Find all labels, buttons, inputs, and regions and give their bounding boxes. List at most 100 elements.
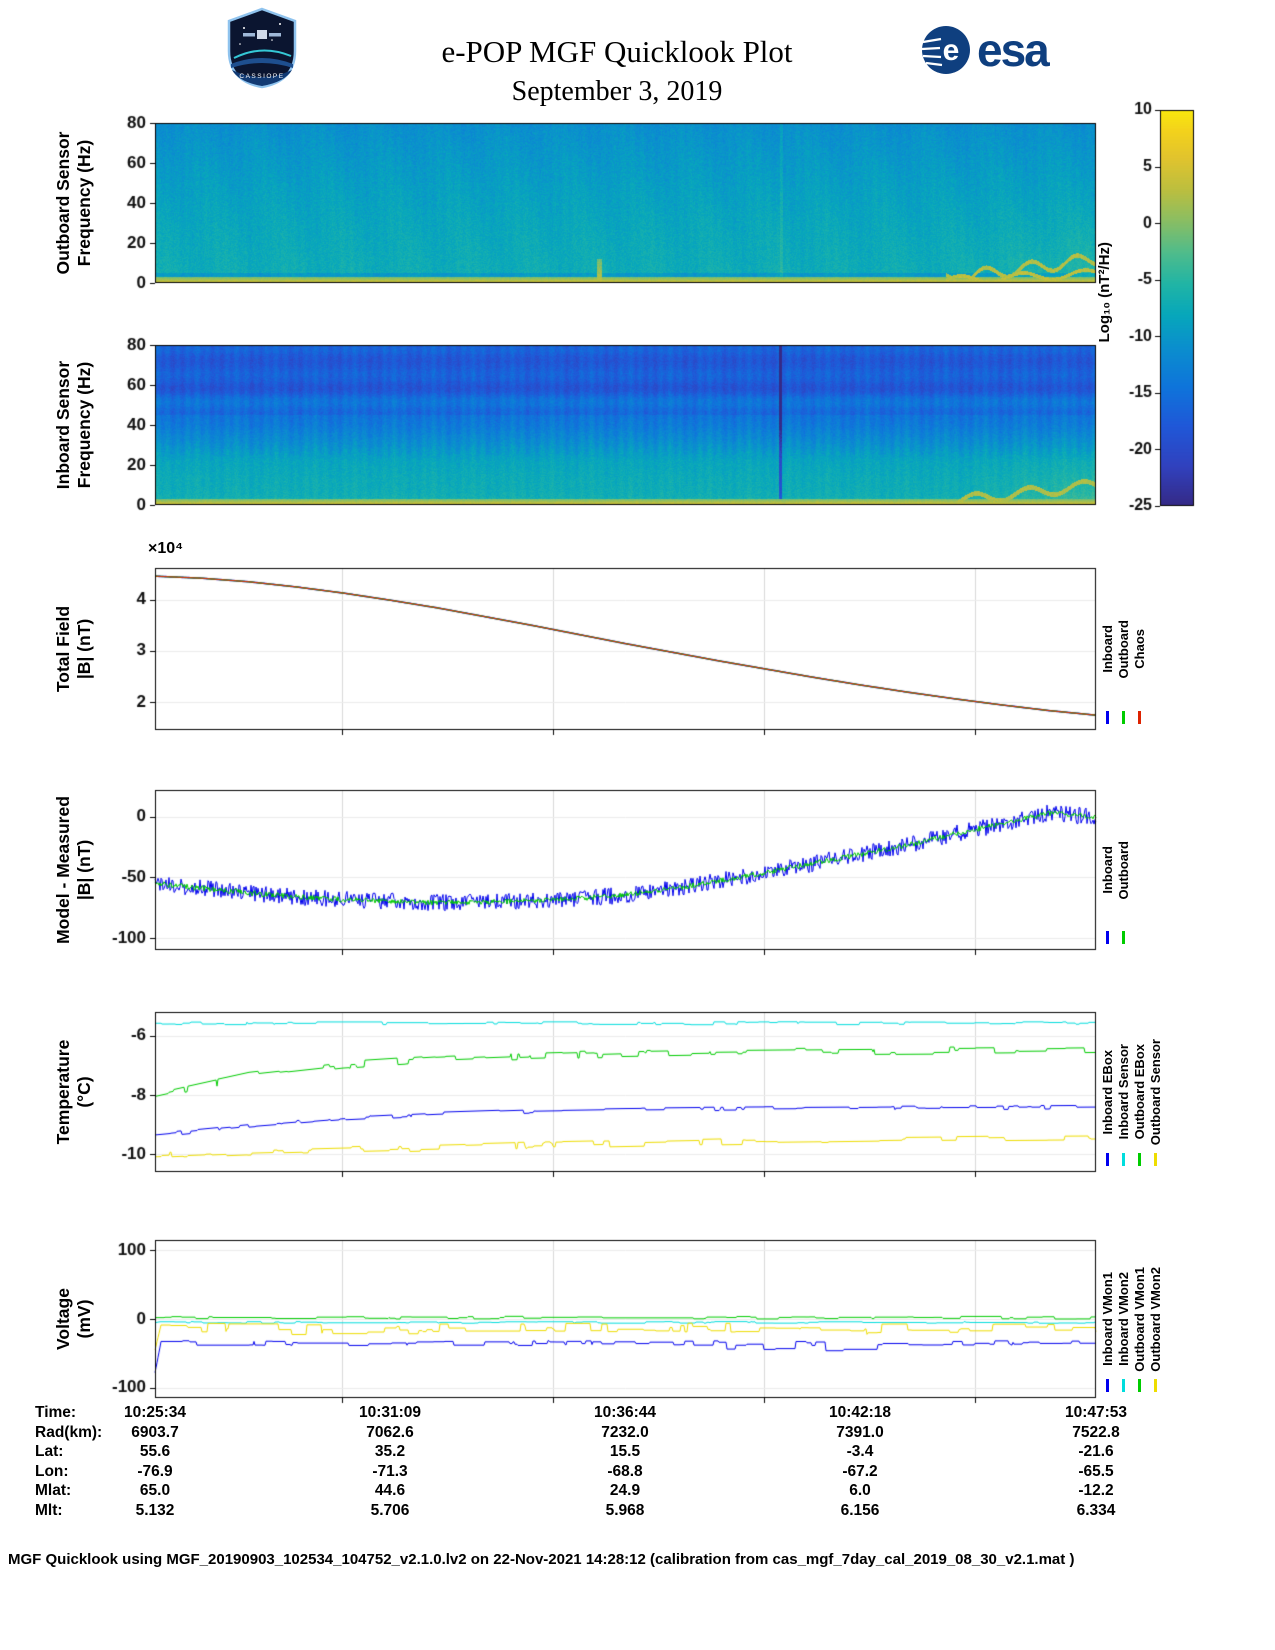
legend-label: Inboard: [1099, 625, 1115, 673]
table-cell: -71.3: [372, 1462, 408, 1480]
patch-shield: [227, 7, 297, 89]
table-cell: 7232.0: [601, 1423, 649, 1441]
table-row: Lat: 55.6 35.2 15.5 -3.4 -21.6: [0, 1443, 1275, 1463]
legend-marker: [1138, 711, 1141, 724]
legend-marker: [1154, 1379, 1157, 1392]
model-measured-canvas: [100, 780, 1100, 960]
legend-marker: [1106, 711, 1109, 724]
legend-item: Inboard VMon2: [1115, 1240, 1131, 1398]
table-cell: 10:31:09: [358, 1404, 422, 1421]
legend-item: Inboard: [1100, 790, 1115, 950]
svg-text:e: e: [943, 34, 960, 67]
legend-item: Outboard EBox: [1131, 1012, 1147, 1172]
footer-note: MGF Quicklook using MGF_20190903_102534_…: [8, 1551, 1075, 1568]
table-row-label: Lat:: [35, 1443, 64, 1460]
legend-item: Outboard: [1115, 568, 1131, 730]
patch-swoosh: [233, 49, 292, 59]
table-row: Mlat: 65.0 44.6 24.9 6.0 -12.2: [0, 1482, 1275, 1502]
table-cell: -12.2: [1078, 1482, 1114, 1499]
patch-text: CASSIOPE: [239, 73, 284, 80]
patch-satellite: [257, 30, 267, 39]
legend-temperature: Inboard EBox Inboard Sensor Outboard EBox O…: [1100, 1012, 1164, 1172]
table-cell: 10:47:53: [1064, 1404, 1128, 1421]
cassiope-mission-patch-icon: CASSIOPE: [222, 6, 302, 95]
legend-label: Inboard EBox: [1099, 1049, 1115, 1135]
table-cell: 6.0: [849, 1482, 871, 1499]
table-cell: 7062.6: [366, 1423, 414, 1441]
legend-marker: [1154, 1153, 1157, 1166]
table-cell: 55.6: [139, 1443, 171, 1460]
table-cell: 6.156: [840, 1501, 880, 1519]
patch-earth-limb: [231, 58, 293, 68]
table-cell: -68.8: [607, 1462, 643, 1480]
legend-voltage: Inboard VMon1 Inboard VMon2 Outboard VMon1…: [1100, 1240, 1164, 1398]
table-cell: 44.6: [374, 1482, 406, 1499]
table-cell: 6903.7: [131, 1423, 179, 1441]
legend-label: Outboard Sensor: [1147, 1038, 1163, 1146]
table-row-label: Mlt:: [35, 1501, 63, 1519]
table-row: Time: 10:25:34 10:31:09 10:36:44 10:42:18 10:…: [0, 1404, 1275, 1424]
legend-label: Outboard: [1115, 619, 1131, 679]
legend-item: Outboard VMon1: [1132, 1240, 1147, 1398]
legend-label: Chaos: [1131, 629, 1147, 669]
legend-marker: [1106, 1379, 1109, 1392]
inboard-spectrogram-canvas: [100, 335, 1100, 515]
legend-marker: [1106, 1153, 1109, 1166]
legend-label: Inboard VMon1: [1099, 1272, 1115, 1366]
legend-label: Outboard VMon2: [1147, 1266, 1163, 1372]
table-cell: 5.968: [605, 1501, 645, 1519]
table-cell: 10:42:18: [828, 1404, 892, 1421]
total-field-scale-label: ×10⁴: [148, 540, 184, 557]
table-cell: 5.706: [370, 1501, 410, 1519]
table-row-label: Rad(km):: [35, 1423, 103, 1441]
table-row-label: Lon:: [35, 1462, 69, 1480]
legend-item: Outboard VMon2: [1147, 1240, 1163, 1398]
table-cell: 15.5: [609, 1443, 641, 1460]
legend-item: Outboard: [1116, 790, 1131, 950]
table-row: Mlt: 5.132 5.706 5.968 6.156 6.334: [0, 1502, 1275, 1522]
esa-wordmark: esa: [977, 24, 1050, 76]
total-field-canvas: [100, 558, 1100, 740]
legend-item: Outboard Sensor: [1147, 1012, 1163, 1172]
table-cell: -65.5: [1078, 1462, 1114, 1480]
legend-marker: [1122, 931, 1125, 944]
table-cell: 5.132: [135, 1501, 175, 1519]
table-cell: 35.2: [374, 1443, 406, 1460]
legend-marker: [1122, 1379, 1125, 1392]
legend-label: Inboard VMon2: [1115, 1272, 1131, 1366]
legend-marker: [1138, 1379, 1141, 1392]
legend-marker: [1122, 711, 1125, 724]
cassiope-patch-svg: CASSIOPE: [227, 7, 297, 89]
legend-item: Inboard EBox: [1099, 1012, 1115, 1172]
legend-marker: [1138, 1153, 1141, 1166]
legend-item: Inboard: [1099, 568, 1115, 730]
ephemeris-table: Time: 10:25:34 10:31:09 10:36:44 10:42:18 10:…: [0, 1404, 1275, 1521]
esa-logo: e esa: [920, 24, 1050, 76]
legend-marker: [1106, 931, 1109, 944]
table-cell: 10:36:44: [593, 1404, 657, 1421]
table-row-label: Time:: [35, 1404, 77, 1421]
table-cell: -76.9: [137, 1462, 173, 1480]
table-cell: 7391.0: [836, 1423, 884, 1441]
table-cell: -67.2: [842, 1462, 878, 1480]
legend-item: Inboard Sensor: [1116, 1012, 1131, 1172]
table-cell: 24.9: [609, 1482, 641, 1499]
outboard-spectrogram-canvas: [100, 113, 1100, 293]
legend-total-field: Inboard Outboard Chaos: [1100, 568, 1164, 730]
table-row-label: Mlat:: [35, 1482, 72, 1499]
page-title: e-POP MGF Quicklook Plot: [441, 34, 793, 69]
table-cell: 6.334: [1076, 1501, 1116, 1519]
colorbar-label: Log₁₀ (nT²/Hz): [1096, 242, 1113, 343]
colorbar-canvas: [1110, 100, 1210, 520]
legend-label: Outboard EBox: [1131, 1044, 1147, 1140]
table-cell: 65.0: [139, 1482, 171, 1499]
legend-item: Chaos: [1131, 568, 1147, 730]
temperature-canvas: [100, 1002, 1100, 1182]
table-row: Lon: -76.9 -71.3 -68.8 -67.2 -65.5: [0, 1463, 1275, 1483]
legend-model-measured: Inboard Outboard: [1100, 790, 1164, 950]
table-row: Rad(km): 6903.7 7062.6 7232.0 7391.0 7522.8: [0, 1424, 1275, 1444]
table-cell: 7522.8: [1072, 1423, 1120, 1441]
table-cell: 10:25:34: [123, 1404, 187, 1421]
voltage-canvas: [100, 1230, 1100, 1408]
